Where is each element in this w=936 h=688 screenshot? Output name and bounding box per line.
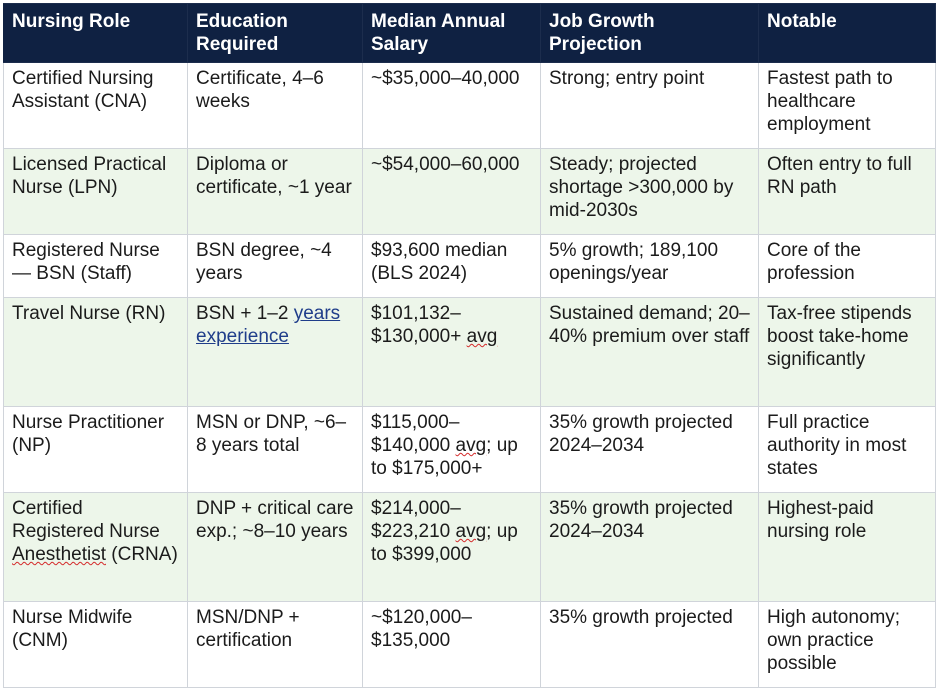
spellcheck-marked-word: avg — [466, 326, 498, 347]
cell-notable: High autonomy; own practice possible — [758, 601, 936, 688]
cell-education: BSN degree, ~4 years — [187, 234, 363, 298]
cell-notable: Highest-paid nursing role — [758, 492, 936, 602]
table-row: Travel Nurse (RN) BSN + 1–2 years experi… — [3, 297, 936, 407]
cell-notable: Often entry to full RN path — [758, 148, 936, 235]
cell-notable: Fastest path to healthcare employment — [758, 62, 936, 149]
header-education-required: Education Required — [187, 3, 363, 63]
cell-role: Nurse Practitioner (NP) — [3, 406, 188, 493]
table-row: Registered Nurse — BSN (Staff) BSN degre… — [3, 234, 936, 298]
cell-notable: Full practice authority in most states — [758, 406, 936, 493]
cell-salary: ~$35,000–40,000 — [362, 62, 541, 149]
nursing-roles-table: Nursing Role Education Required Median A… — [3, 3, 936, 688]
header-nursing-role: Nursing Role — [3, 3, 188, 63]
cell-salary: ~$120,000–$135,000 — [362, 601, 541, 688]
cell-role: Travel Nurse (RN) — [3, 297, 188, 407]
cell-growth: Sustained demand; 20–40% premium over st… — [540, 297, 759, 407]
cell-growth: Steady; projected shortage >300,000 by m… — [540, 148, 759, 235]
cell-notable: Core of the profession — [758, 234, 936, 298]
cell-salary: $101,132–$130,000+ avg — [362, 297, 541, 407]
cell-growth: Strong; entry point — [540, 62, 759, 149]
header-row: Nursing Role Education Required Median A… — [3, 3, 936, 63]
cell-education: MSN or DNP, ~6–8 years total — [187, 406, 363, 493]
table-row: Certified Registered Nurse Anesthetist (… — [3, 492, 936, 602]
header-job-growth-projection: Job Growth Projection — [540, 3, 759, 63]
cell-education: MSN/DNP + certification — [187, 601, 363, 688]
cell-salary: $93,600 median (BLS 2024) — [362, 234, 541, 298]
header-notable: Notable — [758, 3, 936, 63]
years-experience-link[interactable]: years experience — [196, 303, 341, 347]
cell-growth: 5% growth; 189,100 openings/year — [540, 234, 759, 298]
salary-text-suffix: ; up to $399,000 — [371, 521, 518, 565]
cell-salary: ~$54,000–60,000 — [362, 148, 541, 235]
cell-salary: $214,000–$223,210 avg; up to $399,000 — [362, 492, 541, 602]
cell-role: Certified Nursing Assistant (CNA) — [3, 62, 188, 149]
cell-education: Certificate, 4–6 weeks — [187, 62, 363, 149]
education-text: BSN + 1–2 — [196, 303, 294, 324]
cell-notable: Tax-free stipends boost take-home signif… — [758, 297, 936, 407]
role-text: Certified Registered Nurse — [12, 498, 160, 542]
cell-role: Registered Nurse — BSN (Staff) — [3, 234, 188, 298]
cell-role: Nurse Midwife (CNM) — [3, 601, 188, 688]
table-row: Nurse Midwife (CNM) MSN/DNP + certificat… — [3, 601, 936, 688]
cell-education: Diploma or certificate, ~1 year — [187, 148, 363, 235]
salary-text-suffix: ; up to $175,000+ — [371, 435, 518, 479]
role-text-suffix: (CRNA) — [106, 544, 178, 565]
cell-growth: 35% growth projected 2024–2034 — [540, 406, 759, 493]
cell-growth: 35% growth projected 2024–2034 — [540, 492, 759, 602]
table-row: Licensed Practical Nurse (LPN) Diploma o… — [3, 148, 936, 235]
cell-education: DNP + critical care exp.; ~8–10 years — [187, 492, 363, 602]
salary-text: $101,132–$130,000+ — [371, 303, 467, 347]
cell-salary: $115,000–$140,000 avg; up to $175,000+ — [362, 406, 541, 493]
cell-growth: 35% growth projected — [540, 601, 759, 688]
header-median-annual-salary: Median Annual Salary — [362, 3, 541, 63]
salary-text: $115,000–$140,000 — [371, 412, 460, 456]
table-row: Nurse Practitioner (NP) MSN or DNP, ~6–8… — [3, 406, 936, 493]
spellcheck-marked-word: avg — [455, 521, 487, 542]
cell-role: Licensed Practical Nurse (LPN) — [3, 148, 188, 235]
cell-education: BSN + 1–2 years experience — [187, 297, 363, 407]
table-row: Certified Nursing Assistant (CNA) Certif… — [3, 62, 936, 149]
salary-text: $214,000–$223,210 — [371, 498, 461, 542]
spellcheck-marked-word: avg — [455, 435, 487, 456]
cell-role: Certified Registered Nurse Anesthetist (… — [3, 492, 188, 602]
spellcheck-marked-word: Anesthetist — [12, 544, 106, 565]
